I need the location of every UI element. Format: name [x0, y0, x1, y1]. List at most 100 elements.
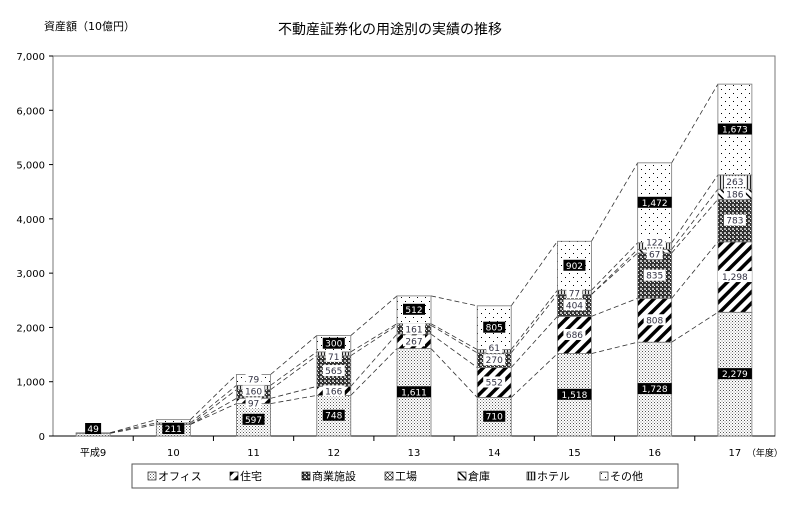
data-label: 686 — [563, 328, 586, 341]
data-label-bg — [643, 314, 666, 326]
data-label-text: 263 — [726, 178, 743, 188]
connector-line — [350, 323, 398, 353]
data-label: 552 — [483, 376, 506, 388]
data-label: 211 — [162, 423, 185, 435]
legend-item: その他 — [599, 470, 643, 483]
x-tick-label: 平成9 — [80, 447, 106, 459]
connector-line — [270, 385, 317, 399]
legend-label: 住宅 — [240, 469, 262, 483]
data-label-text: 77 — [569, 289, 580, 299]
data-label-bg — [566, 287, 583, 299]
data-label-text: 686 — [566, 331, 583, 341]
data-label: 49 — [85, 423, 102, 435]
connector-line — [591, 162, 639, 242]
data-label-text: 710 — [486, 413, 503, 423]
connector-line — [270, 395, 317, 404]
connector-line — [350, 324, 398, 357]
legend-swatch — [526, 471, 536, 481]
data-label-bg — [563, 299, 586, 311]
data-label: 902 — [563, 259, 586, 272]
connector-line — [430, 295, 478, 307]
data-label-text: 300 — [325, 340, 342, 350]
data-label-bg — [723, 214, 746, 226]
data-label: 71 — [325, 350, 342, 363]
data-label: 1,728 — [637, 383, 672, 395]
x-tick-label: 11 — [247, 448, 260, 459]
legend-swatch — [599, 471, 609, 481]
connector-line — [190, 397, 237, 425]
data-label: 748 — [322, 409, 345, 422]
data-label-bg — [486, 342, 503, 354]
connector-line — [591, 297, 638, 317]
connector-line — [110, 422, 157, 434]
data-label: 161 — [403, 323, 425, 335]
data-label-bg — [646, 248, 663, 260]
data-label-text: 161 — [405, 325, 422, 335]
data-label: 835 — [643, 269, 666, 282]
data-label-text: 160 — [245, 387, 262, 397]
data-label-bg — [717, 271, 752, 283]
data-label-text: 404 — [566, 301, 583, 311]
data-label: 808 — [643, 314, 666, 326]
data-label-text: 61 — [488, 344, 499, 354]
data-label-text: 1,611 — [401, 388, 427, 398]
y-axis-label: 資産額（10億円） — [44, 20, 135, 33]
connector-line — [430, 323, 478, 350]
data-label-text: 835 — [646, 272, 663, 282]
data-label-bg — [717, 368, 752, 380]
data-label-text: 1,472 — [642, 199, 668, 209]
connector-line — [190, 403, 237, 425]
data-label: 404 — [563, 299, 586, 311]
data-label-text: 67 — [649, 250, 660, 260]
data-label-bg — [483, 354, 506, 366]
y-tick-label: 6,000 — [16, 106, 45, 117]
data-label: 512 — [403, 303, 425, 316]
data-label-text: 748 — [325, 412, 342, 422]
connector-line — [270, 355, 318, 390]
data-label-text: 186 — [726, 190, 743, 200]
data-label: 79 — [245, 373, 262, 385]
chart-title: 不動産証券化の用途別の実績の推移 — [278, 21, 502, 38]
data-label: 77 — [566, 287, 583, 299]
legend-swatch — [384, 471, 394, 481]
x-tick-label: 10 — [167, 448, 180, 459]
y-tick-label: 2,000 — [16, 323, 45, 334]
data-label-text: 2,279 — [722, 370, 748, 380]
x-tick-label: 13 — [408, 448, 421, 459]
legend-box — [131, 463, 679, 489]
data-label-bg — [245, 397, 262, 409]
legend-item: ホテル — [526, 470, 570, 483]
data-label: 263 — [723, 176, 746, 188]
data-label-text: 79 — [248, 375, 260, 385]
data-label-bg — [242, 413, 265, 425]
data-label: 300 — [322, 337, 345, 350]
y-tick-label: 3,000 — [16, 269, 45, 280]
data-label-text: 552 — [486, 378, 503, 388]
data-label: 783 — [723, 214, 746, 227]
data-label-bg — [483, 410, 506, 422]
data-label: 67 — [646, 248, 663, 260]
data-label-bg — [322, 365, 345, 377]
connector-line — [671, 188, 719, 250]
data-label-text: 805 — [486, 324, 503, 334]
data-label-bg — [162, 423, 185, 434]
data-label-bg — [322, 337, 345, 349]
legend-item: 倉庫 — [457, 469, 490, 483]
data-label-bg — [643, 269, 666, 281]
legend-label: オフィス — [158, 470, 202, 483]
connector-line — [510, 294, 558, 354]
data-label: 1,673 — [717, 123, 752, 136]
data-label-bg — [563, 328, 586, 340]
data-label: 97 — [245, 397, 262, 409]
x-axis-suffix: （年度） — [747, 447, 783, 459]
data-label-bg — [325, 350, 342, 362]
data-label-bg — [322, 385, 345, 397]
connector-line — [671, 83, 719, 164]
data-label-bg — [403, 335, 425, 347]
data-label: 61 — [486, 342, 503, 354]
legend-item: 工場 — [384, 470, 417, 483]
y-tick-label: 7,000 — [16, 52, 45, 63]
data-label-text: 597 — [245, 416, 262, 426]
